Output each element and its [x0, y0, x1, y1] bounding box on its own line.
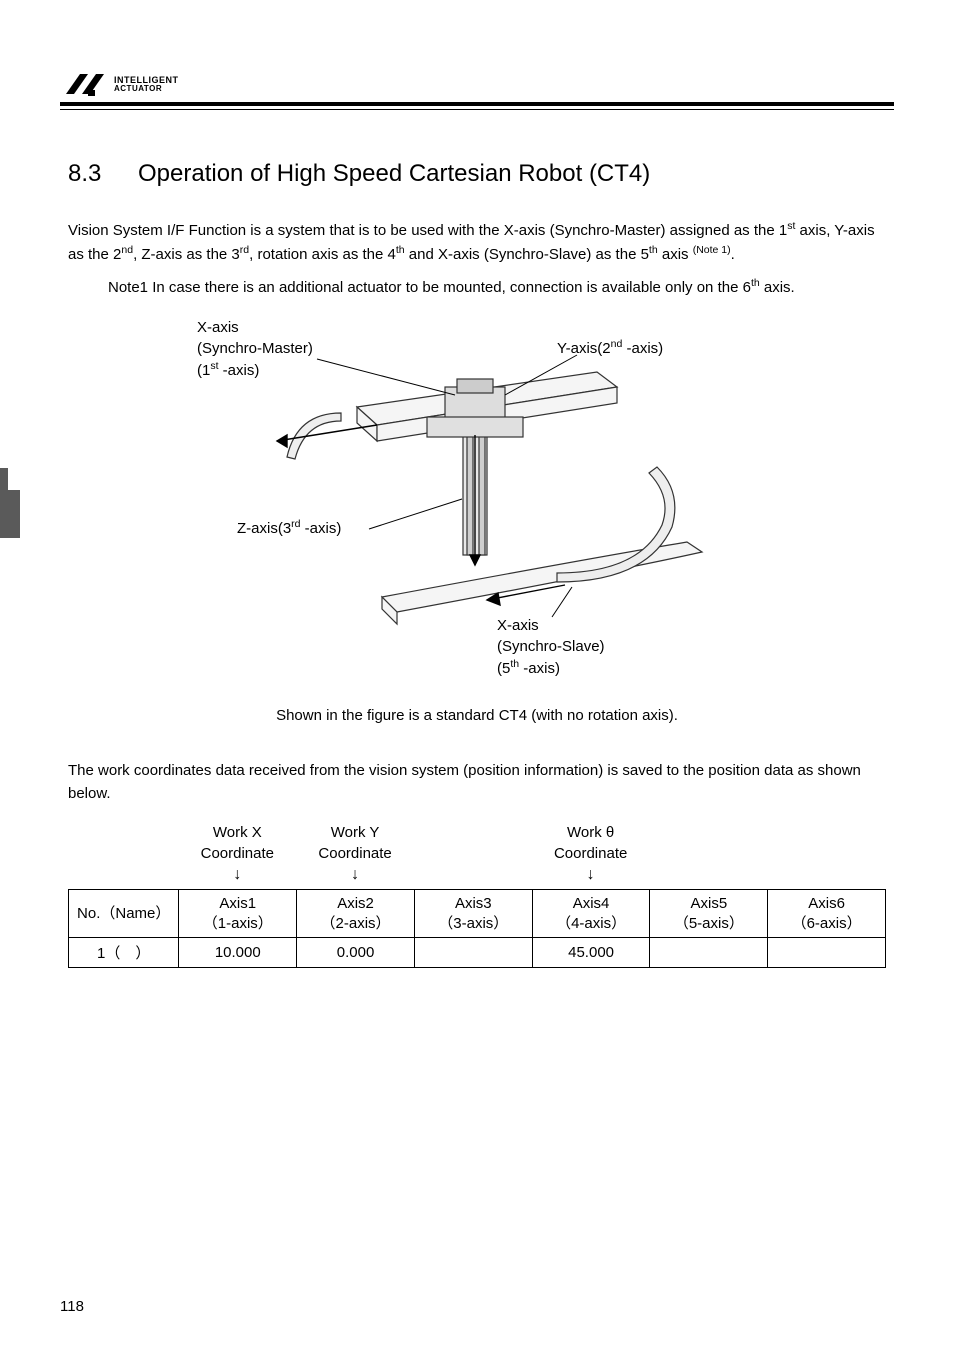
logo-text: INTELLIGENT ACTUATOR [114, 76, 179, 93]
table-row: 1（ ） 10.000 0.000 45.000 [69, 938, 886, 968]
cell-axis2: 0.000 [297, 938, 415, 968]
cell-axis6 [768, 938, 886, 968]
th-no: No.（Name） [69, 890, 179, 938]
logo-line2: ACTUATOR [114, 85, 179, 93]
cell-axis4: 45.000 [532, 938, 650, 968]
side-tab [0, 490, 20, 538]
th-axis5: Axis5（5-axis） [650, 890, 768, 938]
label-x-master: X-axis (Synchro-Master) (1st -axis) [197, 317, 313, 381]
cell-axis3 [414, 938, 532, 968]
diagram-caption: Shown in the figure is a standard CT4 (w… [68, 707, 886, 724]
cell-axis1: 10.000 [179, 938, 297, 968]
cell-axis5 [650, 938, 768, 968]
column-arrow-labels: Work X Coordinate ↓ Work Y Coordinate ↓ … [68, 823, 886, 885]
logo-mark-icon [60, 70, 106, 98]
robot-diagram: X-axis (Synchro-Master) (1st -axis) Y-ax… [127, 317, 827, 697]
label-y-axis: Y-axis(2nd -axis) [557, 337, 663, 359]
th-axis2: Axis2（2-axis） [297, 890, 415, 938]
position-data-table: No.（Name） Axis1（1-axis） Axis2（2-axis） Ax… [68, 889, 886, 968]
page-number: 118 [60, 1298, 84, 1315]
note1: Note1 In case there is an additional act… [115, 275, 886, 299]
section-heading: 8.3Operation of High Speed Cartesian Rob… [68, 160, 886, 188]
th-axis1: Axis1（1-axis） [179, 890, 297, 938]
cell-no: 1（ ） [69, 938, 179, 968]
label-x-slave: X-axis (Synchro-Slave) (5th -axis) [497, 615, 605, 679]
th-axis3: Axis3（3-axis） [414, 890, 532, 938]
table-header-row: No.（Name） Axis1（1-axis） Axis2（2-axis） Ax… [69, 890, 886, 938]
th-axis6: Axis6（6-axis） [768, 890, 886, 938]
intro-paragraph: Vision System I/F Function is a system t… [68, 218, 886, 267]
paragraph-2: The work coordinates data received from … [68, 759, 886, 806]
label-z-axis: Z-axis(3rd -axis) [237, 517, 341, 539]
th-axis4: Axis4（4-axis） [532, 890, 650, 938]
section-title-text: Operation of High Speed Cartesian Robot … [138, 160, 650, 187]
header-rules [60, 102, 894, 110]
section-number: 8.3 [68, 160, 138, 188]
header-logo: INTELLIGENT ACTUATOR [60, 70, 894, 98]
